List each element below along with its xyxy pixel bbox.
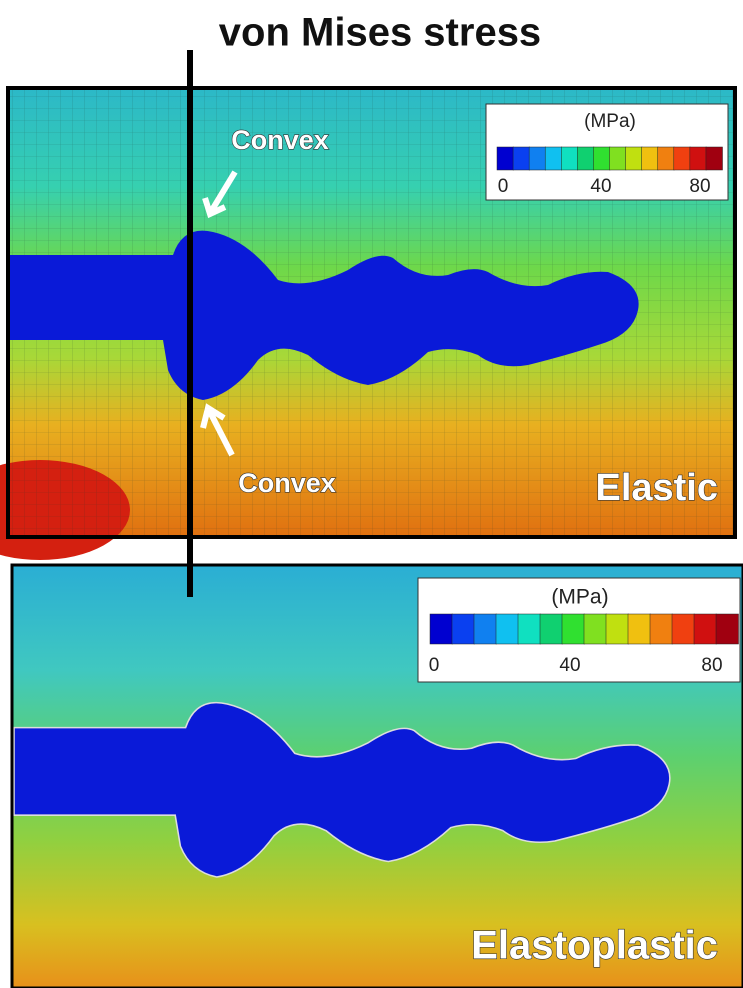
colorbar-swatch <box>512 146 530 171</box>
colorbar-swatch <box>657 146 675 171</box>
arrow <box>200 403 235 457</box>
colorbar-swatch <box>496 146 514 171</box>
colorbar-swatch <box>495 613 519 645</box>
colorbar-swatch <box>641 146 659 171</box>
arrow <box>202 170 238 219</box>
colorbar-tick: 0 <box>498 176 509 197</box>
colorbar-tick: 80 <box>701 655 722 676</box>
frame <box>10 563 743 988</box>
elastic-panel: (MPa) 0 40 80 Convex Convex Elastic <box>0 86 737 560</box>
colorbar-swatch <box>649 613 673 645</box>
annotation: Convex <box>231 125 329 155</box>
colorbar-swatch <box>625 146 643 171</box>
colorbar-swatch <box>671 613 695 645</box>
colorbar-swatch <box>544 146 563 171</box>
colorbar-tick: 80 <box>689 176 710 197</box>
colorbar-unit: (MPa) <box>551 586 608 609</box>
colorbar-swatch <box>627 613 651 645</box>
colorbar <box>429 613 739 645</box>
colorbar-tick: 40 <box>590 176 611 197</box>
frame <box>6 86 737 539</box>
title: von Mises stress <box>219 11 541 55</box>
panel-label: Elastic <box>595 467 718 509</box>
elastoplastic-panel: (MPa) 0 40 80 Elastoplastic <box>10 563 743 988</box>
colorbar-swatch <box>593 146 611 171</box>
colorbar-tick: 0 <box>429 655 440 676</box>
colorbar-swatch <box>577 146 595 171</box>
annotation: Convex <box>238 468 336 498</box>
colorbar-swatch <box>517 613 541 645</box>
colorbar-swatch <box>609 146 627 171</box>
colorbar-tick: 40 <box>559 655 580 676</box>
colorbar-swatch <box>693 613 717 645</box>
colorbar-swatch <box>705 146 723 171</box>
colorbar-swatch <box>715 613 739 645</box>
colorbar-swatch <box>539 613 563 645</box>
colorbar-swatch <box>429 613 453 645</box>
colorbar-swatch <box>605 613 629 645</box>
colorbar-swatch <box>451 613 475 645</box>
panel-label: Elastoplastic <box>471 924 718 968</box>
colorbar-swatch <box>689 146 707 171</box>
colorbar-swatch <box>561 613 585 645</box>
colorbar <box>496 146 723 171</box>
colorbar-unit: (MPa) <box>584 111 636 132</box>
colorbar-swatch <box>473 613 497 645</box>
colorbar-swatch <box>561 146 579 171</box>
colorbar-swatch <box>528 146 546 171</box>
colorbar-swatch <box>673 146 691 171</box>
colorbar-swatch <box>583 613 607 645</box>
